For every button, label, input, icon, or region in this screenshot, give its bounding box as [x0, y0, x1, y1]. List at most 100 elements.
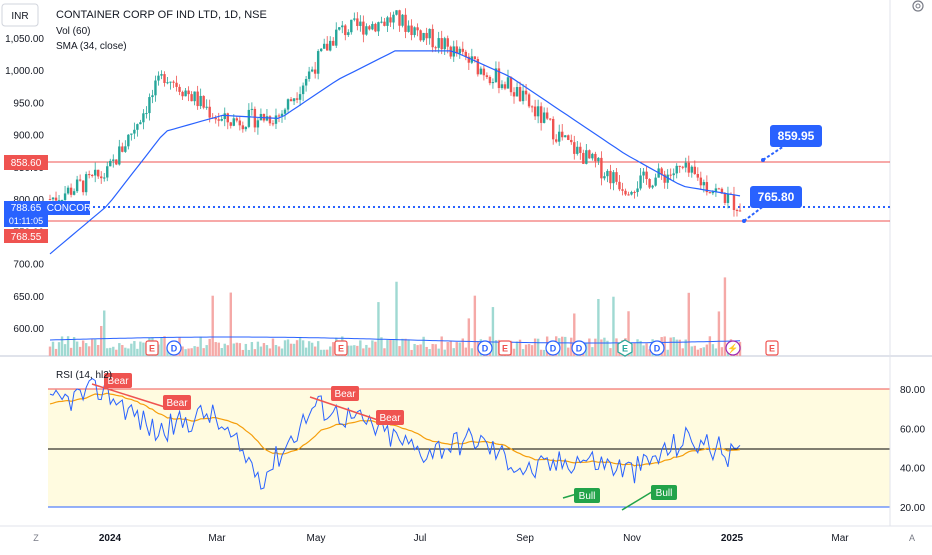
candle-body	[648, 179, 651, 188]
volume-bar	[202, 348, 205, 356]
candle-body	[160, 74, 163, 76]
candle-body	[319, 48, 323, 52]
volume-bar	[235, 342, 239, 356]
candle-body	[175, 82, 178, 87]
event-marker-e5[interactable]: E	[765, 340, 779, 356]
volume-bar	[81, 340, 85, 356]
event-marker-d2[interactable]: D	[477, 340, 493, 356]
upper-target-callout[interactable]: 859.95	[770, 125, 822, 147]
candle-body	[298, 94, 302, 100]
candle-body	[672, 173, 675, 176]
event-marker-e2[interactable]: E	[334, 340, 348, 356]
candle-body	[163, 74, 166, 83]
candle-body	[711, 191, 715, 194]
settings-gear-icon[interactable]	[912, 0, 924, 12]
volume-bar	[452, 348, 455, 356]
svg-text:INR: INR	[11, 11, 28, 22]
rsi-tick-label: 20.00	[900, 503, 925, 514]
candle-body	[118, 146, 121, 165]
sma-indicator-label[interactable]: SMA (34, close)	[56, 41, 127, 52]
volume-bar	[398, 346, 401, 356]
volume-bar	[473, 295, 477, 356]
rsi-axis[interactable]: 80.00 60.00 40.00 20.00	[900, 385, 925, 514]
event-marker-d3[interactable]: D	[545, 340, 561, 356]
event-marker-e4[interactable]: E	[617, 339, 633, 357]
volume-bar	[326, 349, 329, 356]
volume-bar	[322, 349, 326, 356]
candle-body	[190, 94, 193, 102]
zoom-reset-button[interactable]: Z	[33, 533, 39, 543]
event-marker-d4[interactable]: D	[571, 340, 587, 356]
rsi-indicator-label[interactable]: RSI (14, hl2)	[56, 370, 112, 381]
candle-body	[368, 26, 371, 30]
volume-bar	[404, 338, 407, 356]
currency-button[interactable]: INR	[1, 3, 39, 27]
candle-body	[606, 170, 609, 177]
volume-bar	[383, 348, 386, 356]
volume-bar	[106, 348, 109, 356]
volume-bar	[687, 292, 690, 356]
candle-body	[732, 194, 736, 210]
event-markers[interactable]: E D E D E D D E D ⚡ E	[145, 339, 779, 357]
price-tick-label: 900.00	[13, 131, 44, 142]
event-marker-label: E	[502, 344, 508, 354]
candle-body	[530, 106, 534, 108]
volume-bar	[90, 339, 94, 356]
event-marker-d5[interactable]: D	[649, 340, 665, 356]
candle-body	[109, 160, 112, 167]
event-marker-e1[interactable]: E	[145, 340, 159, 356]
candle-body	[87, 174, 91, 176]
candle-body	[75, 179, 79, 192]
candle-body	[310, 69, 314, 72]
price-tick-label: 700.00	[13, 260, 44, 271]
candle-body	[506, 77, 510, 89]
lower-target-callout[interactable]: 765.80	[750, 186, 802, 208]
candle-body	[401, 14, 404, 26]
vol-indicator-label[interactable]: Vol (60)	[56, 26, 90, 37]
symbol-title[interactable]: CONTAINER CORP OF IND LTD, 1D, NSE	[56, 9, 267, 21]
volume-bar	[187, 348, 190, 356]
candle-body	[521, 90, 525, 102]
auto-scale-button[interactable]: A	[909, 533, 915, 543]
candle-body	[431, 28, 434, 48]
candle-body	[353, 18, 356, 20]
event-marker-d1[interactable]: D	[166, 340, 182, 356]
volume-bar	[84, 343, 88, 356]
event-marker-e3[interactable]: E	[498, 340, 512, 356]
volume-bar	[359, 340, 362, 356]
volume-bar	[717, 311, 721, 356]
candle-body	[527, 94, 531, 107]
volume-bar	[720, 347, 724, 356]
candle-body	[151, 95, 154, 98]
event-marker-split[interactable]: ⚡	[725, 340, 741, 356]
candle-body	[139, 122, 142, 125]
volume-bar	[319, 349, 323, 356]
volume-bar	[458, 342, 461, 356]
volume-bar	[564, 336, 567, 356]
volume-bar	[250, 342, 254, 356]
volume-bar	[609, 348, 612, 356]
rsi-tick-label: 40.00	[900, 464, 925, 475]
svg-text:Bear: Bear	[379, 413, 401, 424]
svg-text:Bear: Bear	[107, 376, 129, 387]
volume-bar	[280, 348, 284, 356]
candle-body	[247, 109, 251, 127]
bear-divergence-line	[91, 383, 169, 409]
volume-bar	[48, 346, 52, 356]
time-axis[interactable]: 2024 Mar May Jul Sep Nov 2025 Mar	[99, 533, 849, 544]
candle-body	[443, 38, 446, 50]
candle-body	[136, 124, 139, 130]
candle-body	[307, 71, 311, 79]
candle-body	[548, 118, 552, 120]
candle-body	[624, 190, 627, 195]
volume-bar	[329, 346, 332, 356]
volume-bar	[241, 349, 245, 356]
candle-body	[720, 188, 724, 194]
candle-body	[597, 157, 600, 162]
candle-body	[723, 193, 727, 203]
volume-bar	[181, 346, 184, 356]
candle-body	[392, 14, 395, 23]
volume-bar	[115, 349, 118, 356]
